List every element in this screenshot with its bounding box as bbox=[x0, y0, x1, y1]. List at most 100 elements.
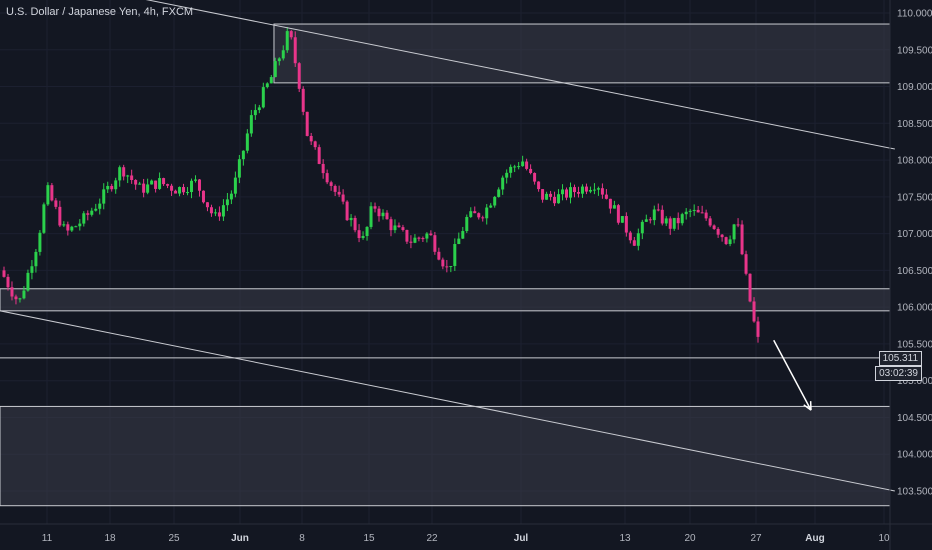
support-zone bbox=[0, 288, 891, 312]
candle-body bbox=[417, 237, 421, 239]
candle-body bbox=[174, 190, 178, 194]
candle-body bbox=[333, 185, 337, 192]
candle-body bbox=[588, 190, 592, 192]
y-tick-label: 104.000 bbox=[897, 450, 932, 461]
x-tick-label: 18 bbox=[104, 533, 116, 544]
candle-body bbox=[489, 205, 493, 208]
candle-body bbox=[54, 200, 58, 207]
candle-body bbox=[345, 201, 349, 221]
candle-body bbox=[425, 233, 429, 239]
candle-body bbox=[293, 37, 297, 64]
candle-body bbox=[357, 230, 361, 239]
candle-body bbox=[253, 110, 257, 116]
candle-body bbox=[676, 217, 680, 224]
candle-body bbox=[708, 218, 712, 226]
y-tick-label: 109.500 bbox=[897, 45, 932, 56]
candle-body bbox=[94, 208, 98, 211]
candle-body bbox=[70, 226, 74, 231]
candle-body bbox=[309, 135, 313, 142]
candle-body bbox=[193, 179, 197, 181]
candle-body bbox=[241, 150, 245, 160]
x-tick-label: Jun bbox=[231, 533, 249, 544]
candle-body bbox=[584, 186, 588, 192]
candle-body bbox=[114, 180, 118, 190]
candle-body bbox=[561, 189, 565, 195]
arrow-head bbox=[803, 404, 812, 411]
candle-body bbox=[38, 232, 42, 252]
candle-body bbox=[353, 217, 357, 231]
candle-body bbox=[269, 77, 273, 84]
candle-body bbox=[377, 208, 381, 217]
candle-body bbox=[106, 185, 110, 190]
candle-body bbox=[273, 61, 277, 78]
candle-body bbox=[409, 241, 413, 243]
candle-body bbox=[429, 233, 433, 236]
bar-countdown-badge: 03:02:39 bbox=[875, 365, 922, 381]
candle-body bbox=[664, 218, 668, 224]
candle-body bbox=[146, 184, 150, 193]
candle-body bbox=[497, 189, 501, 197]
candle-body bbox=[529, 168, 533, 174]
candle-body bbox=[337, 191, 341, 195]
candle-body bbox=[545, 193, 549, 200]
candle-body bbox=[349, 217, 353, 221]
candle-body bbox=[397, 225, 401, 228]
candle-body bbox=[122, 167, 126, 177]
candle-body bbox=[197, 179, 201, 191]
candle-body bbox=[14, 296, 18, 300]
candle-body bbox=[505, 172, 509, 178]
x-tick-label: 22 bbox=[426, 533, 438, 544]
candle-body bbox=[86, 213, 90, 215]
y-tick-label: 107.000 bbox=[897, 229, 932, 240]
candle-body bbox=[42, 204, 46, 233]
candle-body bbox=[628, 232, 632, 241]
candle-body bbox=[329, 182, 333, 186]
x-tick-label: 11 bbox=[42, 533, 53, 544]
candle-body bbox=[449, 265, 453, 267]
candle-body bbox=[245, 133, 249, 151]
candle-body bbox=[557, 194, 561, 204]
candle-body bbox=[162, 178, 166, 185]
candle-body bbox=[501, 177, 505, 190]
candle-body bbox=[537, 181, 541, 190]
candle-body bbox=[736, 224, 740, 226]
candle-body bbox=[317, 147, 321, 164]
candle-body bbox=[134, 179, 138, 185]
candle-body bbox=[249, 115, 253, 134]
candle-body bbox=[696, 209, 700, 213]
candle-body bbox=[572, 187, 576, 193]
candle-body bbox=[648, 219, 652, 221]
supply-zone bbox=[273, 23, 891, 84]
candle-body bbox=[74, 226, 78, 228]
y-tick-label: 108.500 bbox=[897, 119, 932, 130]
candle-body bbox=[22, 290, 26, 299]
lower-channel-line bbox=[0, 310, 895, 492]
candle-body bbox=[166, 184, 170, 186]
candle-body bbox=[257, 107, 261, 111]
y-tick-label: 106.500 bbox=[897, 266, 932, 277]
candle-body bbox=[373, 206, 377, 209]
x-tick-label: 27 bbox=[750, 533, 762, 544]
candle-body bbox=[632, 240, 636, 246]
candle-body bbox=[600, 188, 604, 195]
y-tick-label: 105.000 bbox=[897, 376, 932, 387]
candle-body bbox=[2, 270, 6, 277]
candle-body bbox=[437, 251, 441, 260]
candle-body bbox=[213, 212, 217, 214]
candle-body bbox=[205, 202, 209, 208]
candle-body bbox=[553, 196, 557, 204]
candle-body bbox=[265, 83, 269, 88]
candle-body bbox=[461, 231, 465, 239]
candle-body bbox=[217, 212, 221, 217]
candle-body bbox=[118, 167, 122, 181]
candle-body bbox=[209, 207, 213, 214]
candle-body bbox=[656, 209, 660, 211]
candle-body bbox=[289, 31, 293, 38]
candle-body bbox=[78, 223, 82, 227]
candle-body bbox=[154, 180, 158, 189]
candle-body bbox=[433, 235, 437, 252]
candle-body bbox=[704, 212, 708, 219]
candle-body bbox=[393, 225, 397, 231]
